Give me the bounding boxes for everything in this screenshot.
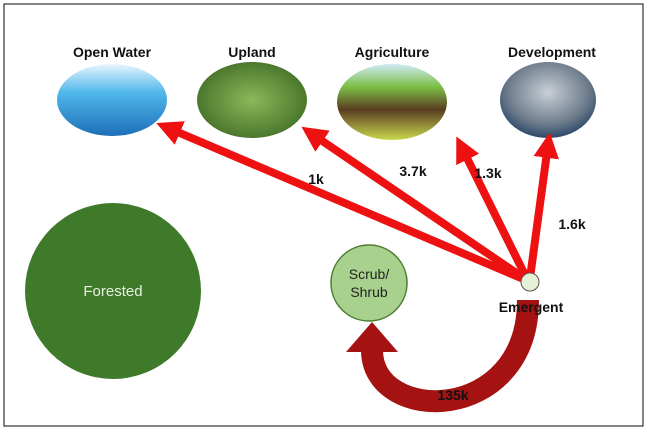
node-label: Agriculture	[355, 44, 430, 60]
node-label: Upland	[228, 44, 275, 60]
flow-label: 1.6k	[558, 216, 585, 232]
flow-label: 135k	[437, 387, 468, 403]
node-label: Forested	[83, 283, 142, 300]
image-open-water	[57, 64, 167, 136]
node-scrub-shrub	[331, 245, 407, 321]
node-label: Shrub	[350, 284, 388, 300]
node-label: Development	[508, 44, 596, 60]
flow-label: 1.3k	[474, 165, 501, 181]
node-label: Emergent	[499, 299, 564, 315]
image-agriculture	[337, 64, 447, 140]
image-development	[500, 62, 596, 138]
image-upland	[197, 62, 307, 138]
flow-label: 3.7k	[399, 163, 426, 179]
diagram: Open Water Upland Agriculture Developmen…	[0, 0, 648, 431]
flow-label: 1k	[308, 171, 324, 187]
node-label: Scrub/	[349, 266, 390, 282]
node-emergent	[521, 273, 539, 291]
node-label: Open Water	[73, 44, 152, 60]
